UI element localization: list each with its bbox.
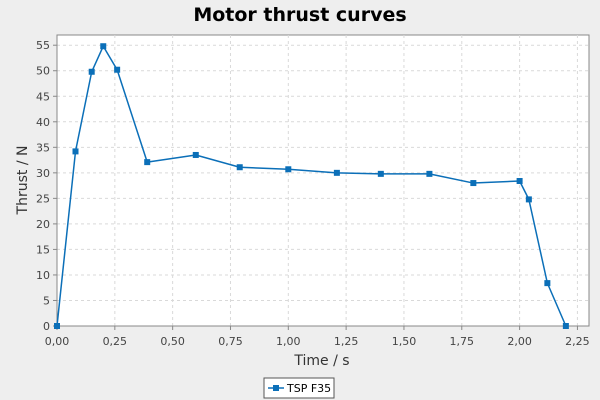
x-tick-label: 0,00 [45,335,70,348]
x-tick-label: 1,25 [334,335,359,348]
y-tick-label: 15 [36,243,50,256]
y-tick-label: 35 [36,141,50,154]
y-tick-label: 55 [36,39,50,52]
data-point [516,178,523,185]
x-tick-label: 1,50 [392,335,417,348]
grid-lines [57,35,589,326]
x-tick-label: 0,75 [218,335,243,348]
axes [56,35,589,327]
data-point [192,151,199,158]
data-point [333,169,340,176]
legend-box [263,377,335,399]
data-point [426,170,433,177]
data-point [525,196,532,203]
y-tick-label: 50 [36,65,50,78]
data-point [236,164,243,171]
x-tick-label: 0,50 [160,335,185,348]
y-tick-label: 20 [36,218,50,231]
y-axis-label: Thrust / N [15,146,31,216]
y-tick-label: 45 [36,90,50,103]
data-point [544,280,551,287]
data-point [144,159,151,166]
data-point [72,148,79,155]
data-point [470,180,477,187]
x-tick-label: 2,25 [565,335,590,348]
y-tick-label: 5 [43,294,50,307]
y-tick-label: 30 [36,167,50,180]
y-tick-label: 40 [36,116,50,129]
data-point [377,170,384,177]
x-axis-ticks: 0,00 0,25 0,50 0,75 1,00 1,25 1,50 1,75 2,00 2,25 [45,326,590,348]
y-tick-label: 0 [43,320,50,333]
legend-marker-swatch [273,385,279,391]
x-axis-label: Time / s [293,353,349,369]
data-point [285,166,292,173]
data-point [100,43,107,50]
plot-area [56,34,590,327]
data-point [88,68,95,75]
x-tick-label: 2,00 [507,335,532,348]
legend-label: TSP F35 [286,382,331,395]
y-tick-label: 10 [36,269,50,282]
y-axis-ticks: 0 5 10 15 20 25 30 35 40 45 50 55 [36,39,57,333]
chart-title: Motor thrust curves [193,4,406,26]
data-point [54,323,60,329]
x-tick-label: 0,25 [103,335,128,348]
legend: TSP F35 [263,377,335,399]
x-tick-label: 1,00 [276,335,301,348]
data-point [562,323,569,329]
data-point [114,66,121,73]
y-tick-label: 25 [36,192,50,205]
series-layer [54,43,569,329]
x-tick-label: 1,75 [450,335,475,348]
